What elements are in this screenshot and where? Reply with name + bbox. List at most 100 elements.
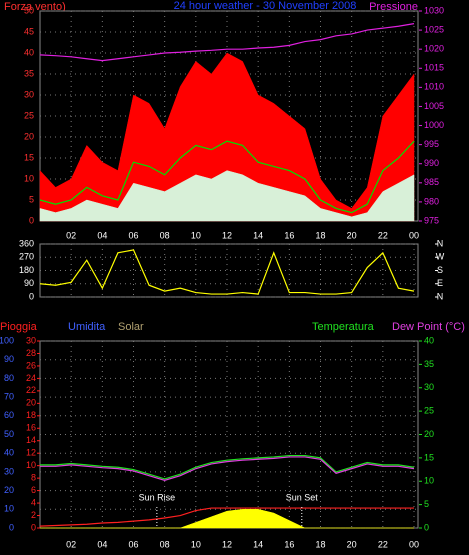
y-tick-label: 90	[4, 354, 14, 364]
y2-tick-label: E	[437, 278, 443, 288]
x-tick-label: 16	[284, 230, 294, 240]
x-tick-label: 22	[378, 230, 388, 240]
y2-tick-label: 1005	[424, 101, 444, 111]
y2-tick-label: 990	[424, 158, 439, 168]
y2-tick-label: 1025	[424, 24, 444, 34]
y-tick-label: 10	[24, 173, 34, 183]
y2-tick-label: 22	[26, 385, 36, 395]
x-tick-label: 12	[222, 539, 232, 549]
y-tick-label: 30	[24, 89, 34, 99]
series-line	[39, 23, 415, 62]
x-tick-label: 22	[378, 539, 388, 549]
annotation-label: Sun Set	[286, 492, 319, 502]
y2-tick-label: 18	[26, 410, 36, 420]
series-area	[39, 52, 415, 222]
y2-tick-label: 995	[424, 139, 439, 149]
y2-tick-label: 1010	[424, 82, 444, 92]
y-tick-label: 50	[4, 429, 14, 439]
y2-tick-label: N	[437, 238, 444, 248]
series-area	[39, 170, 415, 222]
rain-label: Pioggia	[0, 321, 38, 333]
y3-tick-label: 40	[424, 335, 434, 345]
temperature-label: Temperatura	[312, 321, 375, 333]
x-tick-label: 08	[160, 539, 170, 549]
y-tick-label: 35	[24, 68, 34, 78]
y-tick-label: 45	[24, 26, 34, 36]
dewpoint-label: Dew Point (°C)	[392, 321, 465, 333]
x-tick-label: 14	[253, 230, 263, 240]
plot-area	[39, 243, 419, 298]
series-line	[39, 140, 415, 214]
y2-tick-label: 1020	[424, 44, 444, 54]
y-tick-label: 40	[24, 47, 34, 57]
x-tick-label: 04	[97, 539, 107, 549]
y-tick-label: 25	[24, 110, 34, 120]
y2-tick-label: 0	[31, 522, 36, 532]
x-tick-label: 02	[66, 539, 76, 549]
series-line	[39, 249, 415, 295]
y2-tick-label: 1015	[424, 63, 444, 73]
humidity-label: Umidita	[68, 321, 106, 333]
x-tick-label: 14	[253, 539, 263, 549]
y2-tick-label: 10	[26, 460, 36, 470]
y-tick-label: 10	[4, 504, 14, 514]
solar-label: Solar	[118, 321, 144, 333]
y-tick-label: 50	[24, 5, 34, 15]
series-line	[40, 456, 415, 481]
y2-tick-label: 24	[26, 373, 36, 383]
series-line	[40, 454, 415, 480]
x-tick-label: 02	[66, 230, 76, 240]
x-tick-label: 16	[284, 539, 294, 549]
series-area	[40, 509, 414, 529]
y-tick-label: 80	[4, 373, 14, 383]
y-tick-label: 100	[0, 335, 14, 345]
x-tick-label: 00	[409, 539, 419, 549]
y2-tick-label: N	[437, 291, 444, 301]
x-tick-label: 06	[128, 539, 138, 549]
y2-tick-label: 985	[424, 177, 439, 187]
y-tick-label: 360	[19, 238, 34, 248]
y2-tick-label: 30	[26, 335, 36, 345]
x-tick-label: 06	[128, 230, 138, 240]
y2-tick-label: 1000	[424, 120, 444, 130]
chart-title: 24 hour weather - 30 November 2008	[174, 0, 357, 12]
y-tick-label: 15	[24, 152, 34, 162]
y3-tick-label: 20	[424, 429, 434, 439]
x-tick-label: 12	[222, 230, 232, 240]
y-tick-label: 40	[4, 448, 14, 458]
y-tick-label: 270	[19, 252, 34, 262]
x-tick-label: 20	[347, 539, 357, 549]
y-tick-label: 0	[9, 522, 14, 532]
x-tick-label: 10	[191, 230, 201, 240]
y2-tick-label: 2	[31, 510, 36, 520]
y-tick-label: 30	[4, 466, 14, 476]
y2-tick-label: 14	[26, 435, 36, 445]
y2-tick-label: 975	[424, 215, 439, 225]
y2-tick-label: 980	[424, 196, 439, 206]
y2-tick-label: 16	[26, 423, 36, 433]
y2-tick-label: 1030	[424, 5, 444, 15]
y-tick-label: 0	[29, 291, 34, 301]
annotation-label: Sun Rise	[139, 492, 176, 502]
y3-tick-label: 35	[424, 359, 434, 369]
y3-tick-label: 25	[424, 406, 434, 416]
wind-label: Forza vento)	[4, 1, 66, 13]
y3-tick-label: 30	[424, 382, 434, 392]
y3-tick-label: 10	[424, 476, 434, 486]
y2-tick-label: S	[437, 265, 443, 275]
x-tick-label: 10	[191, 539, 201, 549]
x-tick-label: 20	[347, 230, 357, 240]
y2-tick-label: 6	[31, 485, 36, 495]
y-tick-label: 0	[29, 215, 34, 225]
plot-area	[39, 340, 419, 529]
y2-tick-label: 8	[31, 473, 36, 483]
y2-tick-label: 12	[26, 448, 36, 458]
x-tick-label: 08	[160, 230, 170, 240]
y-tick-label: 70	[4, 391, 14, 401]
x-tick-label: 00	[409, 230, 419, 240]
y-tick-label: 90	[24, 278, 34, 288]
y-tick-label: 60	[4, 410, 14, 420]
y-tick-label: 180	[19, 265, 34, 275]
y-tick-label: 20	[24, 131, 34, 141]
